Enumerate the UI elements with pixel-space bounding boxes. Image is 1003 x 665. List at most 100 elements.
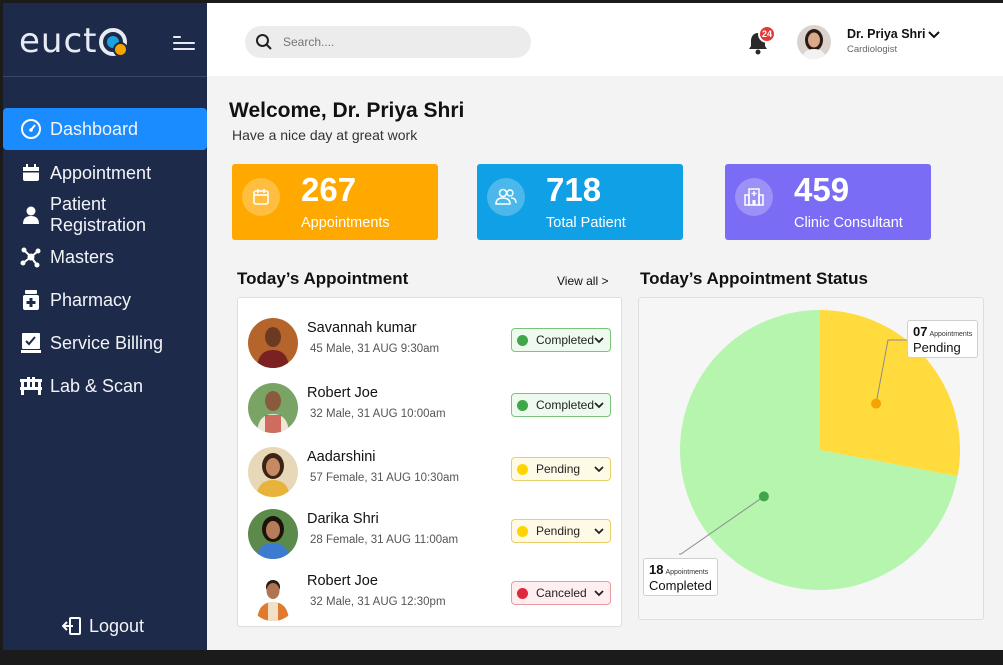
stat-card-total-patient[interactable]: 718 Total Patient [477,164,683,240]
medicine-icon [18,287,44,313]
completed-count: 18 [649,562,664,577]
status-pie-chart [679,310,960,590]
status-dropdown[interactable]: Completed [511,328,611,352]
patient-name: Savannah kumar [307,320,417,336]
page-subtitle: Have a nice day at great work [232,127,418,143]
avatar [248,571,298,621]
app-frame: euct Dashboard Appointment Patient Regi [3,3,1003,650]
stat-label: Appointments [301,215,390,231]
status-label: Pending [536,524,581,538]
logo-row: euct [3,3,207,77]
sidebar-item-appointment[interactable]: Appointment [3,152,207,194]
logout-icon [61,615,83,637]
sidebar-item-pharmacy[interactable]: Pharmacy [3,279,207,321]
avatar [248,447,298,497]
pending-label: Pending [913,340,961,355]
stat-value: 718 [546,171,602,208]
lab-icon [18,373,44,399]
sidebar-item-label: Masters [50,246,115,267]
billing-icon [18,330,44,356]
sidebar-item-service-billing[interactable]: Service Billing [3,322,207,364]
sidebar-item-label: Dashboard [50,118,139,139]
list-item[interactable]: Robert Joe 32 Male, 31 AUG 12:30pm Cance… [238,565,623,627]
user-name[interactable]: Dr. Priya Shri [847,27,926,41]
status-dot [517,587,528,599]
list-item[interactable]: Robert Joe 32 Male, 31 AUG 10:00am Compl… [238,377,623,439]
status-label: Completed [536,333,595,347]
chevron-down-icon[interactable] [926,27,942,43]
patient-meta: 32 Male, 31 AUG 10:00am [310,408,446,420]
pending-small-label: Appointments [929,331,973,338]
app-logo: euct [19,21,128,61]
page-title: Welcome, Dr. Priya Shri [229,99,465,122]
completed-callout: 18 Appointments Completed [643,558,718,596]
calendar-icon [242,178,280,216]
users-icon [487,178,525,216]
completed-label: Completed [649,578,712,593]
pie-marker-completed [758,491,769,502]
user-role: Cardiologist [847,44,898,55]
stat-card-appointments[interactable]: 267 Appointments [232,164,438,240]
appointments-title: Today’s Appointment [237,269,409,288]
chevron-down-icon [594,590,604,597]
leader-line [875,339,907,404]
list-item[interactable]: Aadarshini 57 Female, 31 AUG 10:30am Pen… [238,441,623,503]
status-dropdown[interactable]: Completed [511,393,611,417]
logout-button[interactable]: Logout [61,615,144,637]
status-dot [517,334,528,346]
status-dot [517,399,528,411]
chevron-down-icon [594,528,604,535]
completed-small-label: Appointments [665,569,709,576]
stat-card-clinic-consultant[interactable]: 459 Clinic Consultant [725,164,931,240]
pending-count: 07 [913,324,928,339]
pending-callout: 07 Appointments Pending [907,320,979,358]
patient-meta: 32 Male, 31 AUG 12:30pm [310,596,446,608]
sidebar: euct Dashboard Appointment Patient Regi [3,3,207,650]
status-label: Completed [536,398,595,412]
patient-name: Darika Shri [307,511,379,527]
status-label: Canceled [536,586,587,600]
sidebar-item-label: Patient Registration [49,194,147,235]
status-dot [517,463,528,475]
search-input[interactable] [283,35,513,49]
status-dropdown[interactable]: Pending [511,519,611,543]
bottom-bar [0,650,1003,665]
patient-meta: 57 Female, 31 AUG 10:30am [310,472,459,484]
sidebar-item-label: Pharmacy [50,289,132,310]
stat-label: Total Patient [546,215,626,231]
status-dot [517,525,528,537]
avatar[interactable] [797,25,831,59]
sidebar-item-label: Lab & Scan [50,375,144,396]
pie-slice-completed[interactable] [680,310,958,590]
calendar-icon [18,160,44,186]
top-header: 24 Dr. Priya Shri Cardiologist [207,3,1003,76]
gauge-icon [18,116,44,142]
status-dropdown[interactable]: Pending [511,457,611,481]
hospital-icon [735,178,773,216]
chevron-down-icon [594,337,604,344]
avatar [248,383,298,433]
list-item[interactable]: Savannah kumar 45 Male, 31 AUG 9:30am Co… [238,312,623,374]
leader-line [679,495,765,555]
sidebar-item-masters[interactable]: Masters [3,236,207,278]
patient-name: Robert Joe [307,385,378,401]
patient-name: Robert Joe [307,573,378,589]
pie-slice-pending[interactable] [820,310,960,477]
sidebar-item-patient-registration[interactable]: Patient Registration [3,194,207,236]
patient-meta: 45 Male, 31 AUG 9:30am [310,343,440,355]
status-chart-card: 07 Appointments Pending 18 Appointments Co… [638,297,984,620]
status-dropdown[interactable]: Canceled [511,581,611,605]
notification-badge: 24 [758,25,776,43]
sidebar-item-dashboard[interactable]: Dashboard [3,108,207,150]
view-all-link[interactable]: View all > [557,274,609,288]
status-label: Pending [536,462,581,476]
pie-marker-pending [871,398,882,409]
stat-value: 459 [794,171,850,208]
hamburger-menu-icon[interactable] [173,36,197,52]
chevron-down-icon [594,402,604,409]
search-bar[interactable] [245,26,531,58]
sidebar-item-lab-scan[interactable]: Lab & Scan [3,365,207,407]
list-item[interactable]: Darika Shri 28 Female, 31 AUG 11:00am Pe… [238,503,623,565]
person-icon [18,202,44,228]
avatar [248,509,298,559]
